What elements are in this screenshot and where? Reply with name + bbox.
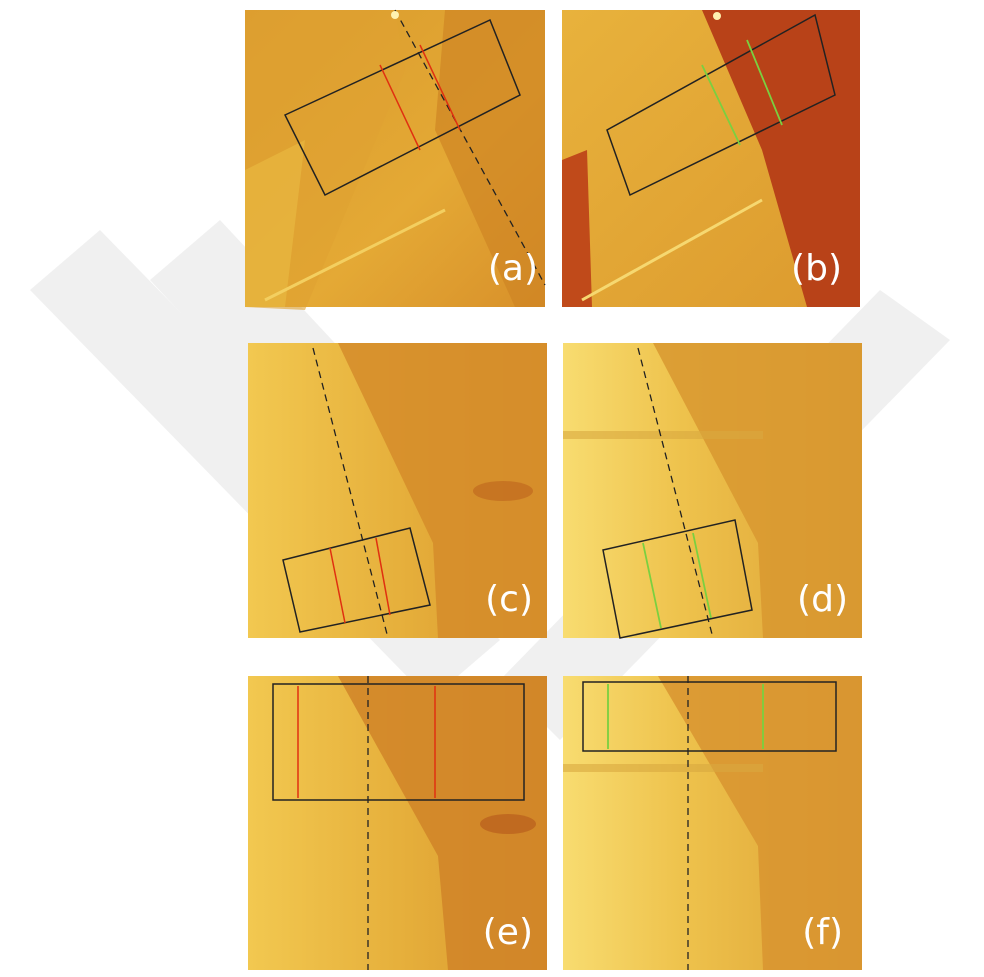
panel-b: (b) (562, 10, 860, 307)
page: {"panels": [{"label": "(a)"}, {"label": … (0, 0, 984, 977)
panel-label: (e) (483, 912, 533, 953)
panel-e: (e) (248, 676, 547, 970)
panel-label: (b) (791, 248, 842, 289)
panel-label: (a) (488, 248, 538, 289)
panel-label: (c) (485, 579, 533, 620)
panel-label: (f) (802, 912, 843, 953)
panel-label: (d) (797, 579, 848, 620)
panel-d: (d) (563, 343, 862, 638)
panel-f: (f) (563, 676, 862, 970)
figure: (a) (b) (c) (d) (0, 0, 984, 977)
panel-c: (c) (248, 343, 547, 638)
panel-a: (a) (245, 10, 545, 310)
